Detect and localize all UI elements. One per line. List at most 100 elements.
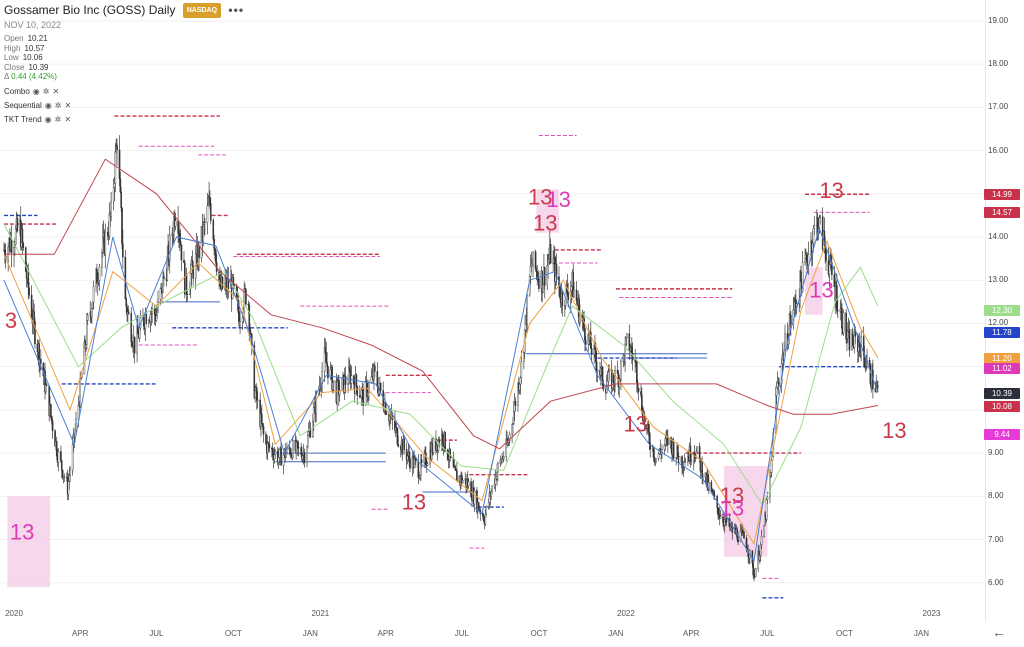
candle-body	[79, 378, 81, 407]
candle-body	[51, 420, 54, 432]
candle-body	[68, 475, 71, 482]
candle-body	[341, 377, 343, 391]
candle-body	[151, 308, 153, 314]
candle-body	[327, 366, 329, 378]
candle-body	[441, 433, 444, 444]
candle-body	[628, 333, 631, 352]
candle-body	[575, 289, 578, 302]
candle-body	[360, 389, 363, 398]
candle-body	[690, 460, 693, 462]
candle-body	[636, 382, 639, 389]
gear-icon[interactable]: ✲	[54, 114, 62, 124]
gear-icon[interactable]: ✲	[54, 100, 62, 110]
candle-body	[529, 266, 532, 277]
candle-body	[127, 311, 130, 314]
open-value: 10.21	[27, 34, 48, 43]
gear-icon[interactable]: ✲	[42, 86, 50, 96]
indicator-tkt-trend[interactable]: TKT Trend ◉ ✲ ✕	[4, 115, 244, 124]
candle-body	[743, 531, 745, 539]
candle-body	[548, 259, 550, 263]
candle-body	[624, 343, 626, 363]
eye-icon[interactable]: ◉	[44, 100, 52, 110]
close-icon[interactable]: ✕	[52, 86, 60, 96]
candle-body	[454, 466, 456, 470]
candle-body	[763, 525, 765, 537]
candle-body	[291, 439, 294, 459]
close-icon[interactable]: ✕	[64, 100, 72, 110]
candle-body	[28, 287, 30, 296]
candle-body	[648, 431, 651, 444]
candle-body	[833, 274, 836, 287]
candle-body	[245, 289, 247, 305]
candle-body	[567, 293, 569, 300]
candle-body	[683, 462, 686, 469]
sequential-count-label: 13	[528, 185, 552, 210]
moving-average-line	[3, 226, 879, 563]
candle-body	[541, 270, 544, 293]
indicator-sequential[interactable]: Sequential ◉ ✲ ✕	[4, 101, 244, 110]
candle-body	[207, 203, 210, 207]
candle-body	[590, 348, 593, 355]
candle-body	[450, 456, 452, 458]
more-dots-icon[interactable]: •••	[228, 3, 245, 17]
candle-body	[456, 470, 458, 482]
candle-body	[461, 480, 464, 484]
candle-body	[484, 514, 487, 525]
candle-body	[61, 469, 64, 479]
candle-body	[192, 265, 194, 279]
candle-body	[131, 341, 133, 346]
candle-body	[274, 451, 277, 455]
candle-body	[138, 327, 141, 339]
candle-body	[652, 446, 655, 458]
candle-body	[845, 312, 847, 340]
price-tag: 11.20	[984, 352, 1020, 364]
low-label: Low	[4, 53, 19, 62]
change-row: Δ 0.44 (4.42%)	[4, 72, 244, 82]
candle-body	[584, 328, 586, 341]
candle-body	[435, 438, 437, 451]
eye-icon[interactable]: ◉	[32, 86, 40, 96]
candle-body	[801, 262, 804, 292]
candle-body	[737, 539, 739, 543]
candle-body	[114, 151, 117, 184]
x-tick-label: JUL	[149, 629, 164, 638]
candle-body	[473, 490, 476, 505]
candle-body	[302, 455, 304, 461]
candle-body	[491, 485, 493, 492]
candle-body	[828, 264, 831, 275]
candle-body	[183, 260, 185, 264]
candle-body	[634, 359, 636, 362]
candle-body	[413, 458, 415, 468]
candle-body	[790, 315, 792, 325]
chart-title: Gossamer Bio Inc (GOSS)	[4, 3, 146, 17]
candle-body	[45, 384, 47, 392]
indicator-combo[interactable]: Combo ◉ ✲ ✕	[4, 87, 244, 96]
candle-body	[519, 377, 522, 385]
candle-body	[804, 258, 806, 263]
eye-icon[interactable]: ◉	[44, 114, 52, 124]
y-tick-label: 16.00	[988, 145, 1009, 155]
candle-body	[344, 376, 347, 385]
candle-body	[664, 438, 667, 446]
candle-body	[405, 449, 408, 461]
candle-body	[86, 320, 88, 345]
candle-body	[725, 515, 728, 523]
candle-body	[69, 470, 71, 477]
interval-label[interactable]: Daily	[148, 3, 176, 17]
candle-body	[514, 401, 517, 406]
back-arrow-icon[interactable]: ←	[992, 624, 1006, 640]
candle-body	[518, 383, 521, 391]
candle-body	[60, 451, 62, 461]
candle-body	[677, 445, 679, 458]
candle-body	[663, 444, 666, 450]
candle-body	[417, 461, 420, 478]
close-icon[interactable]: ✕	[64, 114, 72, 124]
candle-body	[777, 381, 780, 384]
candle-body	[640, 391, 642, 396]
candle-body	[321, 371, 323, 387]
candle-body	[282, 454, 285, 466]
candle-body	[297, 447, 300, 449]
candle-body	[589, 332, 592, 349]
